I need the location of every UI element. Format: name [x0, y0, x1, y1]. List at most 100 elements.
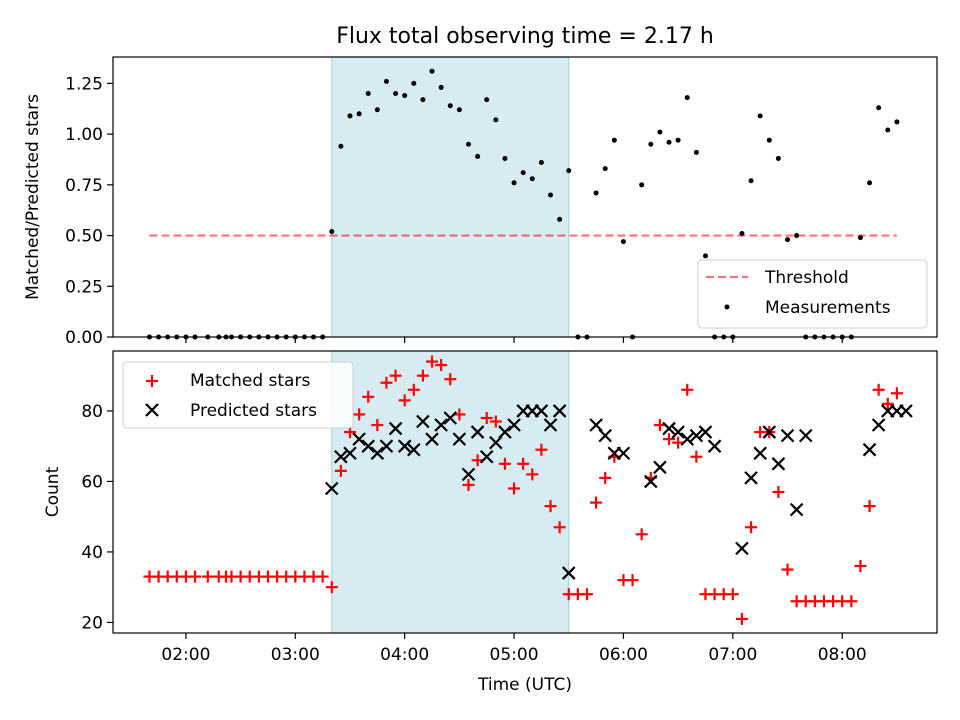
- predicted-star-point: [689, 428, 704, 443]
- measurement-point: [794, 233, 800, 239]
- predicted-star-point: [370, 446, 385, 461]
- predicted-star-point: [871, 418, 886, 432]
- predicted-star-point: [461, 467, 476, 482]
- legend-matched-swatch: [146, 375, 158, 387]
- x-tick-label: 02:00: [161, 645, 210, 665]
- x-tick-label: 04:00: [380, 645, 429, 665]
- measurement-point: [484, 97, 490, 103]
- measurement-point: [702, 253, 708, 259]
- matched-star-point: [325, 581, 338, 594]
- top-y-tick-label: 1.25: [65, 74, 103, 94]
- matched-star-point: [772, 486, 785, 498]
- matched-star-point: [580, 588, 593, 601]
- predicted-star-point: [425, 432, 439, 446]
- matched-star-point: [489, 415, 502, 428]
- measurement-point: [502, 155, 508, 161]
- top-y-axis: 0.00 0.25 0.50 0.75 1.00 1.25: [65, 74, 113, 348]
- x-tick-label: 05:00: [490, 645, 539, 665]
- legend-predicted-swatch: [145, 403, 159, 417]
- measurement-point: [857, 235, 863, 241]
- measurement-point: [402, 93, 408, 99]
- top-y-tick-label: 1.00: [65, 125, 103, 145]
- legend-measurements-swatch: [724, 304, 730, 310]
- matched-star-point: [201, 570, 214, 583]
- predicted-star-point: [452, 432, 467, 446]
- measurement-point: [684, 95, 690, 101]
- measurement-point: [420, 97, 426, 103]
- matched-star-point: [498, 457, 511, 470]
- bottom-legend-box: [122, 361, 354, 429]
- measurement-point: [393, 91, 399, 97]
- measurement-point: [529, 176, 535, 182]
- bottom-y-tick-label: 80: [81, 402, 103, 422]
- predicted-star-point: [443, 411, 458, 425]
- predicted-star-point: [671, 425, 685, 439]
- measurement-point: [338, 143, 344, 149]
- matched-star-point: [435, 359, 448, 372]
- measurement-point: [657, 129, 663, 135]
- matched-star-point: [735, 612, 748, 625]
- top-legend-box: [697, 259, 928, 329]
- predicted-star-point: [416, 414, 430, 429]
- measurement-point: [566, 168, 572, 174]
- predicted-star-point: [735, 541, 749, 556]
- predicted-star-point: [653, 460, 667, 475]
- matched-star-point: [890, 387, 903, 400]
- top-legend: Threshold Measurements: [697, 259, 928, 329]
- measurement-point: [885, 127, 891, 133]
- measurement-point: [493, 117, 499, 123]
- matched-star-point: [599, 471, 612, 484]
- measurement-point: [520, 170, 526, 176]
- matched-star-point: [726, 588, 739, 601]
- matched-star-point: [681, 383, 694, 396]
- matched-star-point: [663, 433, 676, 446]
- matched-star-point: [371, 419, 384, 432]
- matched-star-point: [407, 383, 420, 396]
- top-y-tick-label: 0.25: [65, 277, 103, 297]
- x-tick-label: 07:00: [708, 645, 757, 665]
- measurement-point: [894, 119, 900, 125]
- matched-star-point: [362, 390, 375, 403]
- measurement-point: [356, 111, 362, 117]
- predicted-star-point: [334, 449, 348, 464]
- x-axis-label: Time (UTC): [477, 675, 572, 695]
- measurement-point: [347, 113, 353, 119]
- matched-star-point: [881, 397, 894, 410]
- bottom-markers: [143, 355, 913, 625]
- measurement-point: [475, 153, 481, 159]
- predicted-star-point: [762, 425, 777, 439]
- matched-star-point: [526, 468, 539, 481]
- top-y-tick-label: 0.75: [65, 176, 103, 196]
- bottom-y-tick-label: 60: [81, 472, 103, 492]
- top-y-tick-label: 0.50: [65, 227, 103, 247]
- predicted-star-point: [543, 418, 558, 432]
- predicted-star-point: [361, 439, 375, 453]
- matched-star-point: [635, 528, 648, 541]
- matched-star-point: [189, 570, 202, 583]
- matched-star-point: [480, 411, 493, 424]
- matched-star-point: [316, 570, 329, 583]
- predicted-star-point: [644, 474, 658, 489]
- predicted-star-point: [343, 446, 357, 461]
- predicted-star-point: [397, 439, 412, 453]
- measurement-point: [465, 141, 471, 147]
- measurement-point: [876, 105, 882, 111]
- predicted-star-point: [753, 446, 767, 461]
- measurement-point: [548, 192, 554, 198]
- matched-star-point: [863, 500, 876, 513]
- matched-star-point: [508, 482, 521, 495]
- bottom-y-tick-label: 20: [81, 613, 103, 633]
- bottom-y-tick-label: 40: [81, 543, 103, 563]
- predicted-star-point: [434, 418, 448, 432]
- measurement-point: [785, 237, 791, 243]
- measurement-point: [557, 216, 563, 222]
- measurement-point: [329, 228, 335, 234]
- top-panel: 0.00 0.25 0.50 0.75 1.00 1.25 Matched/Predict…: [23, 56, 938, 348]
- matched-star-point: [690, 450, 703, 463]
- matched-star-point: [590, 496, 603, 509]
- measurement-point: [456, 107, 462, 113]
- measurement-point: [675, 137, 681, 143]
- legend-measurements-label: Measurements: [765, 298, 891, 318]
- measurement-point: [639, 182, 645, 188]
- matched-star-point: [426, 355, 439, 368]
